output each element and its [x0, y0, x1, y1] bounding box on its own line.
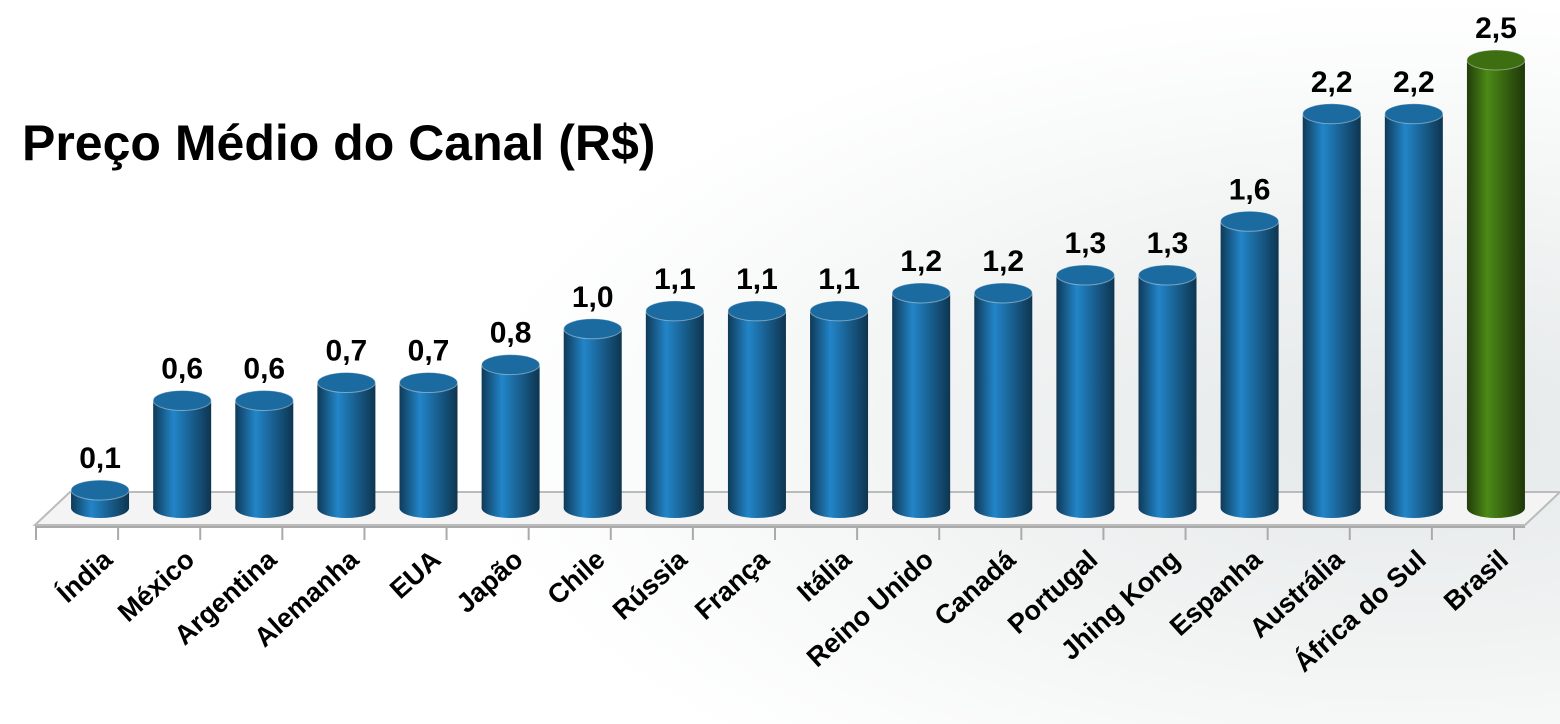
bar-cap	[563, 318, 623, 340]
value-label: 1,0	[572, 281, 614, 314]
bar-cap	[1138, 264, 1197, 286]
bar-cap	[1384, 103, 1444, 125]
value-label: 2,5	[1475, 12, 1517, 45]
bar-cap	[1055, 264, 1115, 286]
bar	[974, 292, 1033, 508]
bar-cap	[152, 389, 212, 411]
bar-cap	[891, 282, 951, 304]
value-label: 2,2	[1311, 66, 1353, 99]
bar-cap	[973, 282, 1033, 304]
bar-cap	[1302, 103, 1362, 125]
bar-cap	[1466, 49, 1526, 71]
bar	[892, 292, 951, 508]
value-label: 1,1	[654, 263, 696, 296]
bar	[810, 310, 869, 508]
bar-cap	[727, 300, 787, 322]
value-label: 0,1	[79, 442, 121, 475]
bar	[727, 310, 786, 508]
value-label: 1,2	[900, 245, 942, 278]
value-label: 2,2	[1393, 66, 1435, 99]
bar	[1466, 60, 1525, 508]
bar-cap	[399, 372, 458, 394]
bar	[1138, 275, 1197, 508]
bar-cap	[70, 479, 130, 501]
bar	[235, 400, 294, 508]
value-label: 1,3	[1065, 227, 1107, 260]
bar-cap	[645, 300, 705, 322]
bar-cap	[316, 372, 376, 394]
bar	[481, 364, 540, 508]
value-label: 1,1	[736, 263, 778, 296]
value-label: 1,1	[818, 263, 860, 296]
bar-cap	[234, 389, 294, 411]
bar	[399, 382, 458, 508]
bar-cap	[481, 354, 541, 376]
bar	[1302, 113, 1361, 508]
bar	[1056, 275, 1115, 508]
value-label: 0,6	[243, 352, 285, 385]
chart-title: Preço Médio do Canal (R$)	[22, 115, 655, 171]
bar-cap	[809, 300, 869, 322]
bar	[153, 400, 212, 508]
value-label: 1,2	[982, 245, 1024, 278]
value-label: 1,6	[1229, 173, 1271, 206]
bar	[1384, 113, 1443, 508]
bar	[1220, 221, 1279, 508]
value-label: 0,8	[490, 317, 532, 350]
bar	[317, 382, 376, 508]
bar-cap	[1220, 210, 1280, 232]
bar	[645, 310, 704, 508]
value-label: 0,7	[408, 335, 450, 368]
bar	[563, 328, 622, 508]
value-label: 0,6	[161, 352, 203, 385]
value-label: 1,3	[1147, 227, 1189, 260]
value-label: 0,7	[326, 335, 368, 368]
